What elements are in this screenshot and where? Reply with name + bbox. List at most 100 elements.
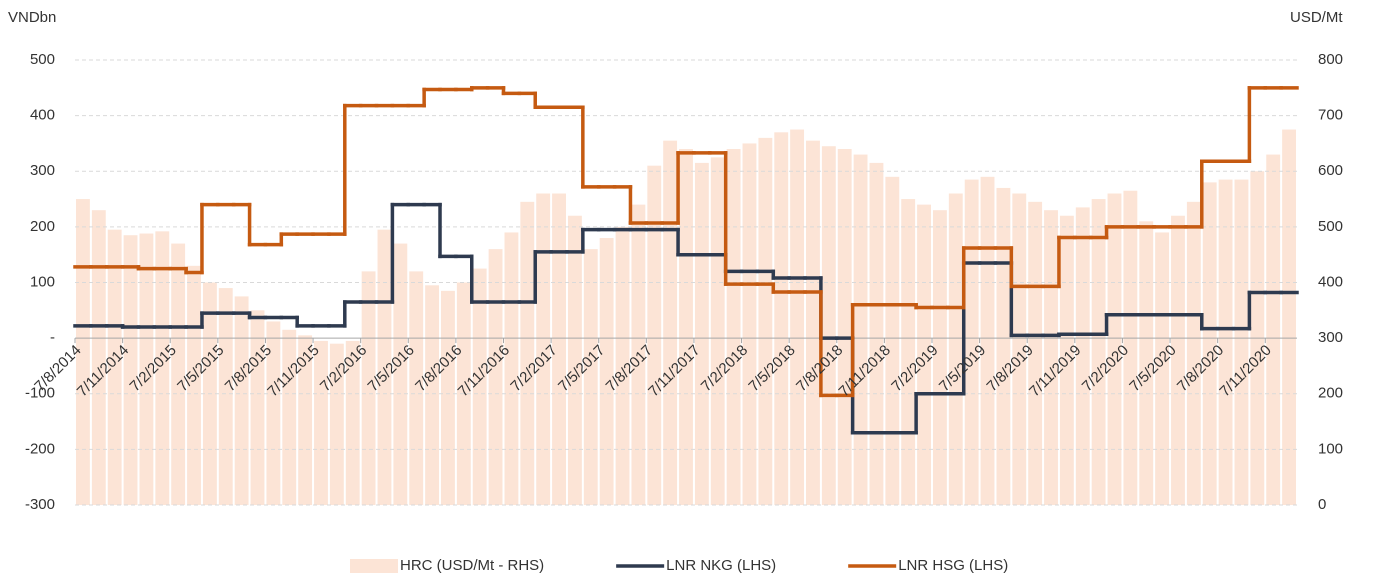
bar <box>1044 210 1058 505</box>
y-tick-label: -200 <box>25 440 55 457</box>
bar <box>1266 154 1281 505</box>
legend-label: HRC (USD/Mt - RHS) <box>400 557 544 574</box>
bar <box>679 149 693 505</box>
bar <box>710 157 725 505</box>
bar <box>647 165 662 505</box>
bar <box>472 268 487 505</box>
bar <box>1202 182 1217 505</box>
bar <box>1075 207 1090 505</box>
bar <box>91 210 106 505</box>
y2-tick-label: 300 <box>1318 329 1343 346</box>
bar <box>1059 215 1074 505</box>
bar <box>266 321 281 505</box>
bar <box>1282 129 1296 505</box>
y-axis-title: VNDbn <box>8 9 56 26</box>
bar <box>663 140 678 505</box>
bar <box>76 199 90 505</box>
bar <box>567 215 582 505</box>
y-tick-label: - <box>50 329 55 346</box>
bar <box>774 132 789 505</box>
bar <box>694 162 709 505</box>
bar <box>552 193 566 505</box>
bar <box>139 233 154 506</box>
bar <box>520 201 535 505</box>
y-tick-label: 200 <box>30 218 55 235</box>
bar <box>869 162 884 505</box>
y2-tick-label: 800 <box>1318 51 1343 68</box>
bar <box>885 176 900 505</box>
bar <box>298 335 313 505</box>
bar <box>123 235 138 505</box>
bar <box>393 243 408 505</box>
y2-tick-label: 600 <box>1318 162 1343 179</box>
legend-label: LNR NKG (LHS) <box>666 557 776 574</box>
bar <box>1012 193 1027 505</box>
bar <box>377 229 392 505</box>
bar <box>1186 201 1201 505</box>
bar <box>234 296 249 505</box>
grid-layer <box>74 59 1297 506</box>
y-tick-label: -100 <box>25 385 55 402</box>
bar <box>726 149 741 505</box>
bar <box>806 140 820 505</box>
bar <box>901 199 916 505</box>
y-tick-label: 400 <box>30 107 55 124</box>
bar <box>504 232 519 505</box>
bar <box>932 210 947 505</box>
bar <box>758 137 773 505</box>
bar <box>536 193 551 505</box>
bar <box>964 179 979 505</box>
legend-label: LNR HSG (LHS) <box>898 557 1008 574</box>
step-riser <box>136 86 1252 398</box>
bar <box>583 249 598 505</box>
bar <box>488 249 503 505</box>
bar <box>314 340 328 505</box>
y-tick-label: -300 <box>25 496 55 513</box>
bar <box>853 154 868 505</box>
bar <box>1155 232 1170 505</box>
y-tick-label: 100 <box>30 273 55 290</box>
bar <box>996 187 1011 505</box>
bar <box>425 285 440 505</box>
bar <box>1139 221 1154 505</box>
bar <box>948 193 963 505</box>
bar <box>1218 179 1233 505</box>
y2-tick-label: 200 <box>1318 385 1343 402</box>
y2-tick-label: 0 <box>1318 496 1326 513</box>
bar <box>218 288 233 505</box>
y-tick-label: 500 <box>30 51 55 68</box>
bar <box>171 243 186 505</box>
bar <box>837 149 852 505</box>
bar <box>345 340 360 505</box>
bar <box>821 146 836 505</box>
y-tick-label: 300 <box>30 162 55 179</box>
bar <box>1091 199 1106 505</box>
bar <box>615 226 630 505</box>
legend-swatch <box>350 559 398 573</box>
y2-tick-label: 100 <box>1318 440 1343 457</box>
bar <box>361 271 376 505</box>
y2-tick-label: 700 <box>1318 107 1343 124</box>
bar <box>917 204 931 505</box>
bar <box>1171 215 1185 505</box>
line-layer <box>73 86 1299 435</box>
bar <box>631 204 646 505</box>
y2-tick-label: 400 <box>1318 273 1343 290</box>
bar <box>155 231 170 505</box>
bar <box>1123 190 1138 505</box>
bar <box>329 343 344 505</box>
bar <box>409 271 424 505</box>
bar <box>790 129 805 505</box>
bar <box>282 329 297 505</box>
bar <box>1234 179 1249 505</box>
bar <box>1107 193 1122 505</box>
bar <box>441 290 455 505</box>
y2-axis-title: USD/Mt <box>1290 9 1343 26</box>
bar <box>599 238 614 505</box>
bar <box>1028 201 1043 505</box>
bar <box>980 176 995 505</box>
bar <box>250 310 265 505</box>
y2-tick-label: 500 <box>1318 218 1343 235</box>
